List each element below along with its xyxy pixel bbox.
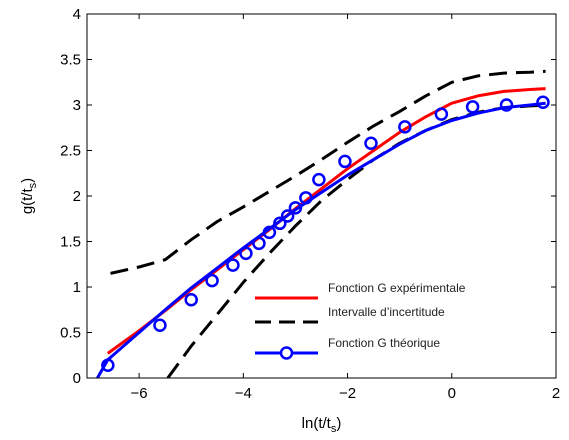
y-tick-label: 0.5 (60, 325, 81, 342)
series-marker (434, 107, 449, 121)
y-tick-label: 2 (73, 188, 81, 205)
x-tick-label: 2 (552, 385, 560, 402)
series-line (96, 101, 546, 378)
ticks-layer: −6 −4 −2 0 2 0 0.5 1 1.5 2 2.5 3 3.5 4 (60, 6, 560, 402)
series-marker (398, 120, 412, 134)
x-tick-label: −2 (339, 385, 356, 402)
series-marker (153, 318, 167, 332)
series-marker (338, 154, 352, 169)
x-tick-label: −4 (235, 385, 252, 402)
x-axis-label-sub: s (331, 423, 337, 435)
series-marker (239, 246, 253, 261)
series-marker (262, 225, 277, 240)
y-tick-label: 4 (73, 6, 81, 23)
series-marker (288, 201, 303, 215)
y-tick-label: 1.5 (60, 234, 81, 251)
x-tick-label: −6 (131, 385, 148, 402)
series-marker (226, 258, 240, 272)
series-group (96, 69, 550, 378)
series-marker (312, 172, 326, 187)
series-marker (299, 191, 313, 205)
series-marker (536, 95, 550, 110)
series-line (166, 103, 546, 378)
legend-label: Fonction G expérimentale (328, 281, 466, 295)
series-marker (499, 98, 514, 112)
series-marker (205, 273, 219, 288)
y-axis-label-tail: ) (19, 178, 36, 183)
legend-label: Fonction G théorique (328, 336, 440, 350)
x-tick-label: 0 (448, 385, 456, 402)
series-marker (101, 358, 115, 373)
y-tick-label: 3 (73, 97, 81, 114)
series-marker (273, 216, 287, 231)
legend: Fonction G expérimentale Intervalle d’inc… (255, 281, 466, 360)
y-tick-label: 1 (73, 279, 81, 296)
series-marker (280, 209, 295, 223)
y-tick-label: 3.5 (60, 52, 81, 69)
y-axis-label-base: g(t/t (19, 187, 36, 214)
series-marker (184, 292, 198, 307)
plot-layer (96, 69, 550, 378)
x-axis-label: ln(t/ts) (302, 415, 342, 435)
series-marker (465, 100, 480, 114)
legend-label: Intervalle d’incertitude (328, 305, 445, 319)
series-marker (252, 236, 266, 251)
x-axis-label-tail: ) (336, 415, 341, 432)
series-marker (364, 136, 378, 150)
y-tick-label: 2.5 (60, 143, 81, 160)
y-axis-label-sub: s (27, 182, 39, 188)
legend-marker (279, 346, 294, 360)
series-line (110, 69, 546, 275)
x-axis-label-base: ln(t/t (302, 415, 332, 432)
y-axis-label: g(t/ts) (19, 178, 39, 214)
y-tick-label: 0 (73, 370, 81, 387)
